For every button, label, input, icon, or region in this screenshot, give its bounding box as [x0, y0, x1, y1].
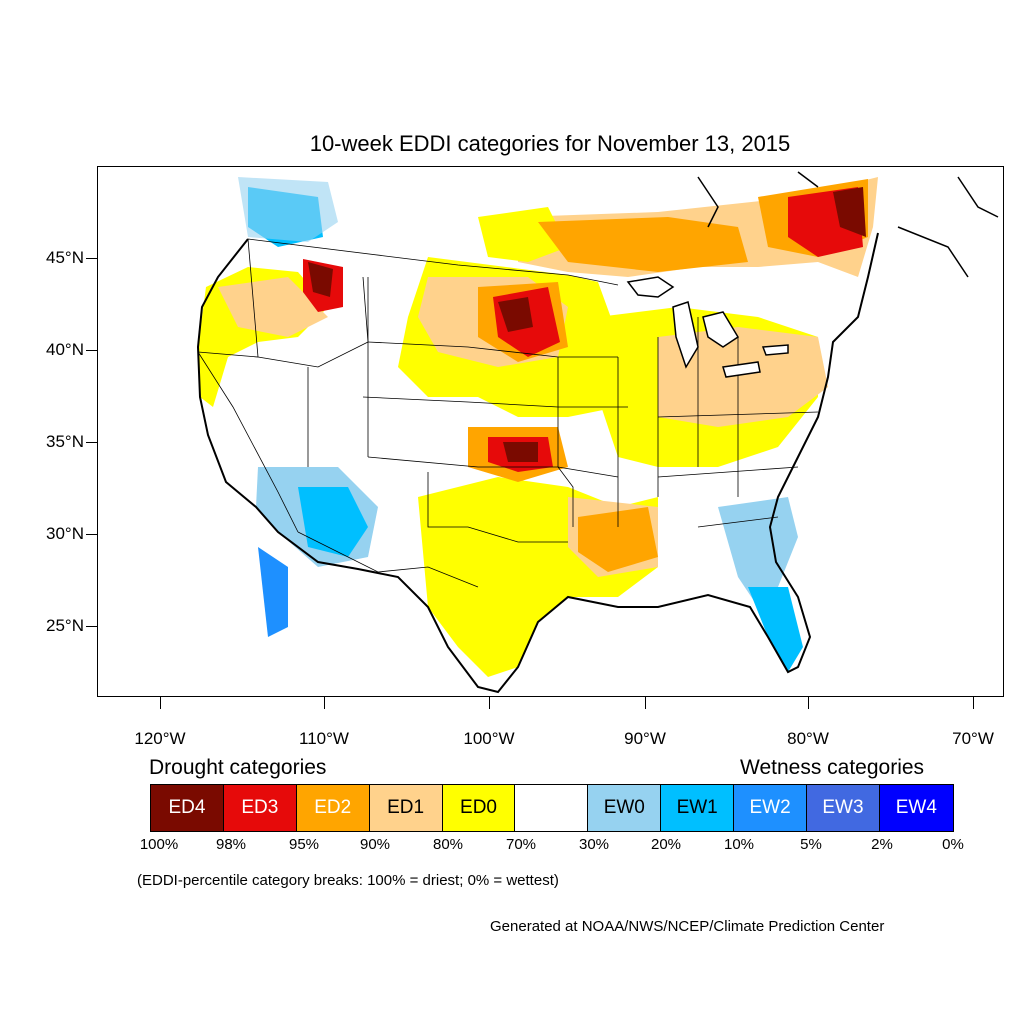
- coastline: [196, 232, 879, 694]
- legend-cell-ed3: ED3: [223, 785, 297, 831]
- state-boundaries: [197, 238, 819, 588]
- break-label: 5%: [800, 836, 822, 853]
- legend-cell-ed0: ED0: [442, 785, 516, 831]
- break-label: 70%: [505, 836, 537, 853]
- great-lakes: [626, 276, 789, 378]
- lon-tick: [808, 697, 809, 709]
- lon-tick: [645, 697, 646, 709]
- wetness-heading: Wetness categories: [740, 756, 925, 779]
- ew0-southeast: [718, 497, 798, 607]
- eddi-map: [196, 171, 999, 694]
- ed0-canada: [478, 207, 568, 262]
- lat-tick: [86, 626, 97, 627]
- lon-label: 70°W: [952, 729, 994, 748]
- lat-label: 25°N: [46, 616, 84, 635]
- break-label: 90%: [359, 836, 391, 853]
- ew0-northwest: [238, 177, 338, 242]
- legend-cell-ed1: ED1: [369, 785, 443, 831]
- lon-label: 80°W: [787, 729, 829, 748]
- legend-cell-ew1: EW1: [661, 785, 735, 831]
- break-label: 98%: [215, 836, 247, 853]
- lat-tick: [86, 350, 97, 351]
- break-label: 30%: [578, 836, 610, 853]
- break-label: 10%: [723, 836, 755, 853]
- ed4-oklahoma: [503, 442, 538, 462]
- ed1-west: [218, 277, 328, 337]
- lat-label: 40°N: [46, 340, 84, 359]
- map-title: 10-week EDDI categories for November 13,…: [309, 131, 791, 156]
- break-label: 20%: [650, 836, 682, 853]
- ew1-southwest: [298, 487, 368, 557]
- lon-label: 110°W: [299, 729, 349, 748]
- ew2-baja: [258, 547, 288, 637]
- legend-cell-ed4: ED4: [151, 785, 224, 831]
- lon-tick: [973, 697, 974, 709]
- lon-label: 100°W: [463, 729, 515, 748]
- lon-tick: [324, 697, 325, 709]
- lon-tick: [160, 697, 161, 709]
- ed4-montana: [308, 262, 333, 297]
- category-legend: ED4 ED3 ED2 ED1 ED0 EW0 EW1 EW2 EW3 EW4: [150, 784, 954, 832]
- lat-tick: [86, 258, 97, 259]
- map-panel: [97, 166, 1004, 697]
- lat-tick: [86, 442, 97, 443]
- legend-cell-ew3: EW3: [807, 785, 880, 831]
- lon-label: 120°W: [134, 729, 186, 748]
- ed4-quebec: [833, 187, 866, 237]
- break-label: 2%: [871, 836, 893, 853]
- ed2-canada: [538, 217, 748, 272]
- lon-label: 90°W: [624, 729, 666, 748]
- credit-line: Generated at NOAA/NWS/NCEP/Climate Predi…: [490, 918, 885, 935]
- break-label: 80%: [432, 836, 464, 853]
- drought-heading: Drought categories: [149, 756, 327, 779]
- canada-coast: [697, 171, 999, 278]
- lat-label: 45°N: [46, 248, 84, 267]
- ed4-dakota: [498, 297, 533, 332]
- legend-cell-ed2: ED2: [296, 785, 370, 831]
- legend-cell-ew0: EW0: [588, 785, 662, 831]
- lon-tick: [489, 697, 490, 709]
- ew1-florida: [748, 587, 803, 672]
- lat-label: 35°N: [46, 432, 84, 451]
- lat-tick: [86, 534, 97, 535]
- lat-label: 30°N: [46, 524, 84, 543]
- break-label: 100%: [139, 836, 179, 853]
- break-label: 0%: [942, 836, 964, 853]
- category-note: (EDDI-percentile category breaks: 100% =…: [137, 872, 559, 889]
- ed2-arkansas: [578, 507, 658, 572]
- legend-cell-ew2: EW2: [734, 785, 808, 831]
- break-label: 95%: [288, 836, 320, 853]
- legend-cell-neutral: [515, 785, 589, 831]
- legend-cell-ew4: EW4: [879, 785, 953, 831]
